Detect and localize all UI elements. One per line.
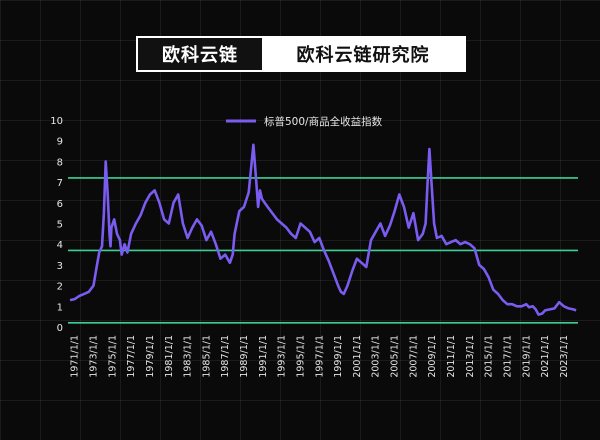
- legend-label: 标普500/商品全收益指数: [264, 115, 383, 128]
- x-tick-label: 2023/1/1: [559, 335, 570, 378]
- x-tick-label: 2015/1/1: [484, 335, 495, 378]
- x-tick-label: 2011/1/1: [446, 335, 457, 378]
- y-tick-label: 10: [50, 116, 63, 127]
- x-tick-label: 1975/1/1: [107, 335, 118, 378]
- x-tick-label: 2019/1/1: [521, 335, 532, 378]
- research-institute-label: 欧科云链研究院: [262, 38, 464, 70]
- x-tick-label: 2005/1/1: [390, 335, 401, 378]
- x-tick-label: 1985/1/1: [201, 335, 212, 378]
- y-tick-label: 5: [57, 220, 63, 231]
- x-tick-label: 1995/1/1: [295, 335, 306, 378]
- x-tick-label: 2007/1/1: [408, 335, 419, 378]
- y-tick-label: 1: [57, 302, 63, 313]
- x-tick-label: 1977/1/1: [126, 335, 137, 378]
- title-banner: 欧科云链 欧科云链研究院: [136, 36, 466, 72]
- x-tick-label: 2021/1/1: [540, 335, 551, 378]
- x-tick-label: 2003/1/1: [371, 335, 382, 378]
- x-tick-label: 1993/1/1: [277, 335, 288, 378]
- brand-label: 欧科云链: [138, 38, 262, 70]
- y-tick-label: 2: [57, 282, 63, 293]
- x-tick-label: 2013/1/1: [465, 335, 476, 378]
- x-tick-label: 1979/1/1: [145, 335, 156, 378]
- y-tick-label: 0: [57, 323, 63, 334]
- y-tick-label: 6: [57, 199, 63, 210]
- y-tick-label: 8: [57, 157, 63, 168]
- x-tick-label: 1999/1/1: [333, 335, 344, 378]
- x-tick-label: 1983/1/1: [183, 335, 194, 378]
- x-tick-label: 1997/1/1: [314, 335, 325, 378]
- x-tick-label: 1981/1/1: [164, 335, 175, 378]
- x-tick-label: 1987/1/1: [220, 335, 231, 378]
- x-tick-label: 1973/1/1: [89, 335, 100, 378]
- y-tick-label: 4: [57, 240, 63, 251]
- y-tick-label: 7: [57, 178, 63, 189]
- x-tick-label: 1991/1/1: [258, 335, 269, 378]
- y-tick-label: 9: [57, 137, 63, 148]
- x-tick-label: 2001/1/1: [352, 335, 363, 378]
- x-tick-label: 2017/1/1: [502, 335, 513, 378]
- x-tick-label: 1971/1/1: [70, 335, 81, 378]
- x-tick-label: 1989/1/1: [239, 335, 250, 378]
- series-line: [69, 143, 577, 316]
- x-tick-label: 2009/1/1: [427, 335, 438, 378]
- y-tick-label: 3: [57, 261, 63, 272]
